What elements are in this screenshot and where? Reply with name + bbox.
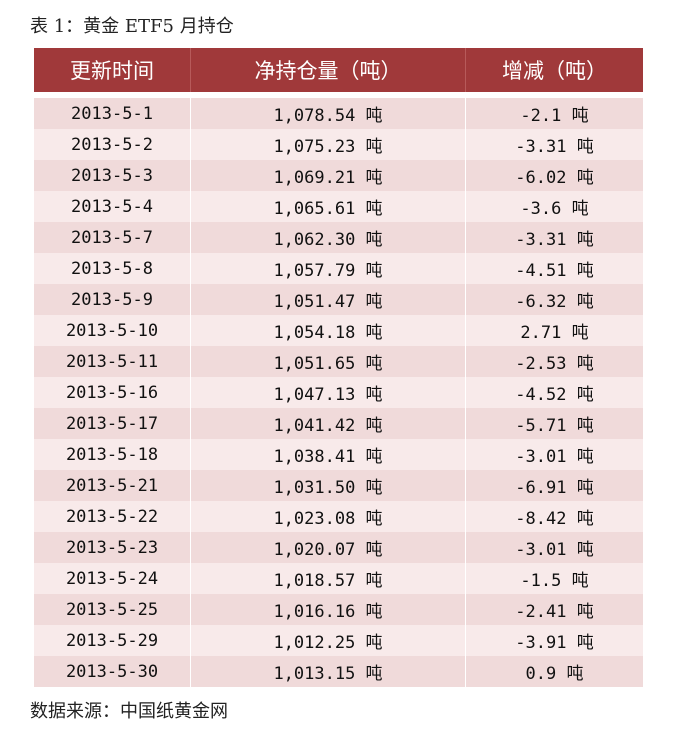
change-cell: -6.91 吨 <box>466 470 643 501</box>
date-cell: 2013-5-2 <box>34 129 191 160</box>
table-row: 2013-5-1 1,078.54 吨 -2.1 吨 <box>34 98 643 129</box>
table-row: 2013-5-4 1,065.61 吨 -3.6 吨 <box>34 191 643 222</box>
date-cell: 2013-5-21 <box>34 470 191 501</box>
table-row: 2013-5-2 1,075.23 吨 -3.31 吨 <box>34 129 643 160</box>
change-cell: 2.71 吨 <box>466 315 643 346</box>
change-cell: -2.41 吨 <box>466 594 643 625</box>
header-row: 更新时间 净持仓量（吨） 增减（吨） <box>34 48 643 92</box>
holdings-cell: 1,065.61 吨 <box>191 191 466 222</box>
date-cell: 2013-5-22 <box>34 501 191 532</box>
change-cell: -4.51 吨 <box>466 253 643 284</box>
holdings-cell: 1,031.50 吨 <box>191 470 466 501</box>
table-row: 2013-5-30 1,013.15 吨 0.9 吨 <box>34 656 643 687</box>
date-cell: 2013-5-4 <box>34 191 191 222</box>
change-cell: -4.52 吨 <box>466 377 643 408</box>
holdings-cell: 1,016.16 吨 <box>191 594 466 625</box>
date-cell: 2013-5-16 <box>34 377 191 408</box>
table-row: 2013-5-23 1,020.07 吨 -3.01 吨 <box>34 532 643 563</box>
table-row: 2013-5-21 1,031.50 吨 -6.91 吨 <box>34 470 643 501</box>
date-cell: 2013-5-11 <box>34 346 191 377</box>
table-row: 2013-5-11 1,051.65 吨 -2.53 吨 <box>34 346 643 377</box>
change-cell: -3.31 吨 <box>466 222 643 253</box>
change-cell: -2.53 吨 <box>466 346 643 377</box>
holdings-cell: 1,018.57 吨 <box>191 563 466 594</box>
date-cell: 2013-5-8 <box>34 253 191 284</box>
change-cell: -8.42 吨 <box>466 501 643 532</box>
table-row: 2013-5-22 1,023.08 吨 -8.42 吨 <box>34 501 643 532</box>
holdings-cell: 1,051.65 吨 <box>191 346 466 377</box>
date-cell: 2013-5-9 <box>34 284 191 315</box>
holdings-cell: 1,041.42 吨 <box>191 408 466 439</box>
header-date: 更新时间 <box>34 48 191 92</box>
change-cell: -3.31 吨 <box>466 129 643 160</box>
change-cell: -3.6 吨 <box>466 191 643 222</box>
change-cell: 0.9 吨 <box>466 656 643 687</box>
holdings-cell: 1,038.41 吨 <box>191 439 466 470</box>
change-cell: -1.5 吨 <box>466 563 643 594</box>
holdings-cell: 1,054.18 吨 <box>191 315 466 346</box>
date-cell: 2013-5-10 <box>34 315 191 346</box>
date-cell: 2013-5-17 <box>34 408 191 439</box>
holdings-cell: 1,062.30 吨 <box>191 222 466 253</box>
date-cell: 2013-5-23 <box>34 532 191 563</box>
table-row: 2013-5-18 1,038.41 吨 -3.01 吨 <box>34 439 643 470</box>
change-cell: -3.91 吨 <box>466 625 643 656</box>
table-row: 2013-5-7 1,062.30 吨 -3.31 吨 <box>34 222 643 253</box>
table-row: 2013-5-10 1,054.18 吨 2.71 吨 <box>34 315 643 346</box>
date-cell: 2013-5-18 <box>34 439 191 470</box>
etf-holdings-table: 更新时间 净持仓量（吨） 增减（吨） 2013-5-1 1,078.54 吨 -2.… <box>34 48 643 687</box>
date-cell: 2013-5-1 <box>34 98 191 129</box>
change-cell: -6.32 吨 <box>466 284 643 315</box>
table-row: 2013-5-29 1,012.25 吨 -3.91 吨 <box>34 625 643 656</box>
date-cell: 2013-5-3 <box>34 160 191 191</box>
header-change: 增减（吨） <box>466 48 643 92</box>
header-holdings: 净持仓量（吨） <box>191 48 466 92</box>
table-row: 2013-5-3 1,069.21 吨 -6.02 吨 <box>34 160 643 191</box>
change-cell: -5.71 吨 <box>466 408 643 439</box>
holdings-cell: 1,078.54 吨 <box>191 98 466 129</box>
holdings-cell: 1,020.07 吨 <box>191 532 466 563</box>
change-cell: -3.01 吨 <box>466 532 643 563</box>
table-row: 2013-5-9 1,051.47 吨 -6.32 吨 <box>34 284 643 315</box>
date-cell: 2013-5-30 <box>34 656 191 687</box>
date-cell: 2013-5-29 <box>34 625 191 656</box>
holdings-cell: 1,057.79 吨 <box>191 253 466 284</box>
date-cell: 2013-5-25 <box>34 594 191 625</box>
change-cell: -3.01 吨 <box>466 439 643 470</box>
change-cell: -6.02 吨 <box>466 160 643 191</box>
data-source: 数据来源：中国纸黄金网 <box>30 701 228 722</box>
table-row: 2013-5-17 1,041.42 吨 -5.71 吨 <box>34 408 643 439</box>
holdings-cell: 1,047.13 吨 <box>191 377 466 408</box>
table-caption: 表 1：黄金 ETF5 月持仓 <box>30 16 234 37</box>
holdings-cell: 1,023.08 吨 <box>191 501 466 532</box>
date-cell: 2013-5-7 <box>34 222 191 253</box>
table-row: 2013-5-16 1,047.13 吨 -4.52 吨 <box>34 377 643 408</box>
holdings-cell: 1,012.25 吨 <box>191 625 466 656</box>
table-row: 2013-5-24 1,018.57 吨 -1.5 吨 <box>34 563 643 594</box>
holdings-cell: 1,075.23 吨 <box>191 129 466 160</box>
table-row: 2013-5-8 1,057.79 吨 -4.51 吨 <box>34 253 643 284</box>
table-row: 2013-5-25 1,016.16 吨 -2.41 吨 <box>34 594 643 625</box>
holdings-cell: 1,069.21 吨 <box>191 160 466 191</box>
date-cell: 2013-5-24 <box>34 563 191 594</box>
change-cell: -2.1 吨 <box>466 98 643 129</box>
holdings-cell: 1,013.15 吨 <box>191 656 466 687</box>
holdings-cell: 1,051.47 吨 <box>191 284 466 315</box>
